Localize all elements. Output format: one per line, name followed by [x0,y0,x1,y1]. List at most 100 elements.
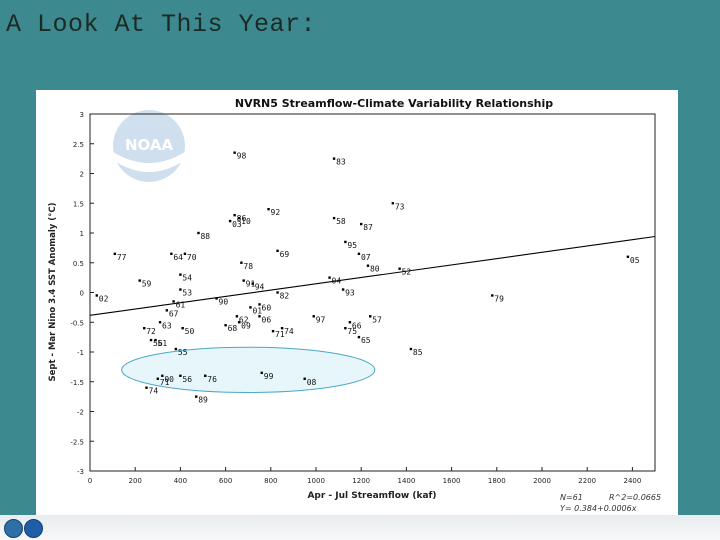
point-label: 72 [146,327,156,336]
point-marker [172,300,175,303]
highlight-ellipse [121,346,376,393]
data-point: 76 [204,374,217,384]
point-marker [360,222,363,226]
data-point: 75 [344,327,357,336]
data-point: 66 [348,321,362,330]
chart-panel: NOAA NVRN5 Streamflow-Climate Variabilit… [36,90,678,515]
point-marker [145,386,148,389]
point-marker [357,335,361,339]
data-point: 80 [366,264,380,274]
point-label: 53 [182,289,192,298]
point-marker [113,252,117,256]
data-point: 09 [237,321,251,330]
point-marker [179,374,182,377]
point-marker [224,324,227,327]
point-marker [491,294,494,297]
y-tick-label: -1.5 [70,379,84,387]
usgs-logo-icon [4,519,23,538]
y-tick-label: 0.5 [73,260,84,268]
data-point: 74 [280,327,294,336]
point-marker [179,273,182,276]
point-marker [179,288,182,291]
point-marker [251,282,254,285]
point-label: 71 [160,378,170,387]
point-label: 90 [219,297,229,306]
x-tick-label: 1000 [307,477,325,485]
point-label: 09 [241,321,251,330]
data-point: 57 [369,315,382,324]
y-axis: 3 2.5 2 1.5 1 0.5 0 -0.5 -1 -1.5 -2 -2.5 -3 [70,111,94,476]
data-point: 79 [491,294,504,303]
data-point: 53 [179,288,192,298]
point-label: 83 [336,158,346,167]
y-tick-label: -1 [77,349,84,357]
data-point: 82 [276,291,289,301]
point-label: 61 [176,300,186,309]
point-marker [312,315,315,318]
point-label: 00 [164,375,174,384]
point-marker [258,303,261,306]
point-label: 10 [241,217,251,226]
point-label: 88 [200,232,210,241]
point-label: 06 [262,315,272,324]
data-point: 00 [161,374,174,384]
x-tick-label: 2200 [578,477,596,485]
point-marker [158,321,162,324]
data-point: 50 [181,327,194,336]
x-axis: 0 200 400 600 800 1000 1200 1400 1600 1800 2000 220… [88,467,641,485]
data-point: 70 [183,252,197,262]
point-label: 98 [237,152,247,161]
point-label: 01 [252,306,262,315]
data-point: 05 [626,255,640,265]
data-point: 55 [174,347,188,357]
point-marker [149,338,153,342]
point-label: 73 [395,202,405,211]
y-tick-label: 0 [80,290,84,298]
point-marker [138,279,141,282]
noaa-logo-icon [24,519,43,538]
data-point: 51 [154,338,168,348]
point-marker [258,315,261,318]
x-tick-label: 1200 [352,477,370,485]
point-marker [183,252,187,256]
data-point: 65 [357,335,371,345]
data-point: 90 [215,297,228,306]
x-tick-label: 1400 [397,477,415,485]
point-marker [271,329,275,333]
point-marker [143,327,146,330]
point-marker [233,213,236,217]
data-point: 04 [328,276,341,286]
point-label: 99 [264,372,274,381]
data-point: 92 [267,208,280,217]
data-point: 83 [332,157,346,167]
y-tick-label: -2.5 [70,438,84,446]
point-marker [249,306,252,309]
point-label: 80 [370,265,380,274]
y-tick-label: 2.5 [73,141,84,149]
point-label: 52 [402,268,412,277]
data-point: 01 [249,306,262,315]
point-label: 78 [243,262,253,271]
data-point: 93 [341,288,355,298]
data-point: 10 [237,216,251,226]
data-point: 94 [251,282,265,292]
point-marker [195,395,198,398]
point-label: 55 [178,348,188,357]
point-label: 93 [345,289,355,298]
x-tick-label: 400 [174,477,187,485]
x-tick-label: 2400 [623,477,641,485]
point-marker [341,288,345,291]
point-marker [276,291,279,294]
point-marker [204,374,207,377]
data-point: 52 [398,267,412,277]
point-label: 51 [158,339,168,348]
point-label: 74 [284,327,294,336]
point-marker [174,347,178,351]
point-label: 85 [413,348,423,357]
point-label: 60 [262,303,272,312]
point-label: 62 [239,315,249,324]
point-label: 07 [361,253,371,262]
x-tick-label: 1600 [443,477,461,485]
point-marker [215,297,218,300]
point-label: 50 [185,327,195,336]
